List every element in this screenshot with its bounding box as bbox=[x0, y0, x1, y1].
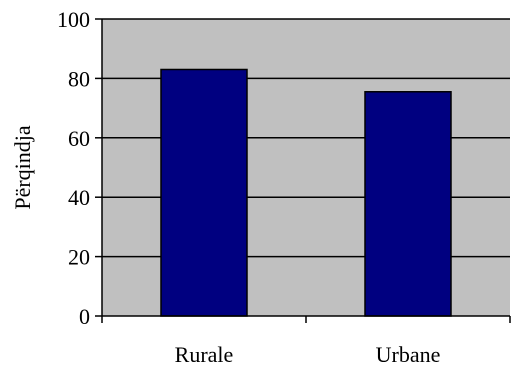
y-ticks: 0 20 40 60 80 100 bbox=[57, 7, 102, 329]
y-axis-label: Përqindja bbox=[10, 125, 35, 210]
x-ticks: Rurale Urbane bbox=[101, 316, 511, 367]
bars bbox=[160, 68, 452, 317]
x-tick-label: Urbane bbox=[376, 342, 441, 367]
y-tick-label: 20 bbox=[68, 245, 90, 270]
y-tick-label: 0 bbox=[79, 304, 90, 329]
bar-rurale bbox=[160, 68, 248, 317]
y-tick-label: 80 bbox=[68, 66, 90, 91]
y-tick-label: 40 bbox=[68, 185, 90, 210]
y-tick-label: 60 bbox=[68, 126, 90, 151]
y-tick-label: 100 bbox=[57, 7, 90, 32]
x-tick-label: Rurale bbox=[175, 342, 234, 367]
bar-urbane bbox=[364, 91, 452, 317]
